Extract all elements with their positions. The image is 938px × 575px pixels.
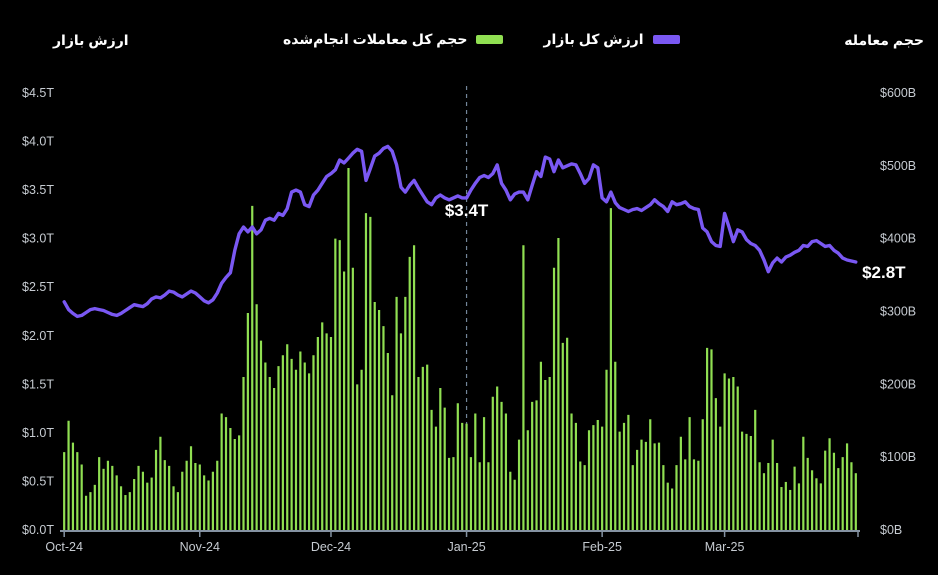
x-axis-tick-label: Oct-24 [45,540,83,554]
right-axis-tick-label: $500B [880,159,916,173]
x-axis-tick-label: Feb-25 [582,540,622,554]
left-axis-tick-label: $0.5T [22,474,54,488]
chart-legend: حجم کل معاملات انجام‌شده ارزش کل بازار [283,31,680,48]
right-axis-tick-label: $300B [880,305,916,319]
legend-volume-swatch [476,35,504,44]
market-cap-line-series[interactable] [62,144,858,319]
value-annotation: $2.8T [862,263,906,282]
left-axis-tick-label: $4.0T [22,135,54,149]
left-axis-tick-label: $3.0T [22,232,54,246]
legend-marketcap-swatch [652,35,680,44]
right-axis-tick-label: $100B [880,450,916,464]
right-axis-tick-label: $400B [880,232,916,246]
right-axis-tick-label: $0B [880,523,902,537]
x-axis-tick-label: Nov-24 [180,540,220,554]
legend-volume-label: حجم کل معاملات انجام‌شده [283,31,468,47]
right-axis-title: حجم معامله [844,32,924,48]
legend-item-volume[interactable]: حجم کل معاملات انجام‌شده [283,31,504,48]
right-axis-tick-label: $200B [880,377,916,391]
volume-bars-series[interactable] [63,168,857,530]
x-axis-tick-label: Dec-24 [311,540,351,554]
value-annotation: $3.4T [445,201,489,220]
left-axis-tick-label: $2.0T [22,329,54,343]
left-axis-title: ارزش بازار [53,32,129,48]
left-axis-tick-label: $4.5T [22,86,54,100]
x-axis-tick-label: Jan-25 [447,540,485,554]
x-axis-tick-label: Mar-25 [705,540,745,554]
left-axis-tick-label: $1.0T [22,426,54,440]
left-axis-tick-label: $2.5T [22,280,54,294]
right-axis-tick-label: $600B [880,86,916,100]
legend-marketcap-label: ارزش کل بازار [543,31,644,47]
left-axis-tick-label: $3.5T [22,183,54,197]
left-axis-tick-label: $0.0T [22,523,54,537]
legend-item-marketcap[interactable]: ارزش کل بازار [543,31,680,48]
left-axis-tick-label: $1.5T [22,377,54,391]
